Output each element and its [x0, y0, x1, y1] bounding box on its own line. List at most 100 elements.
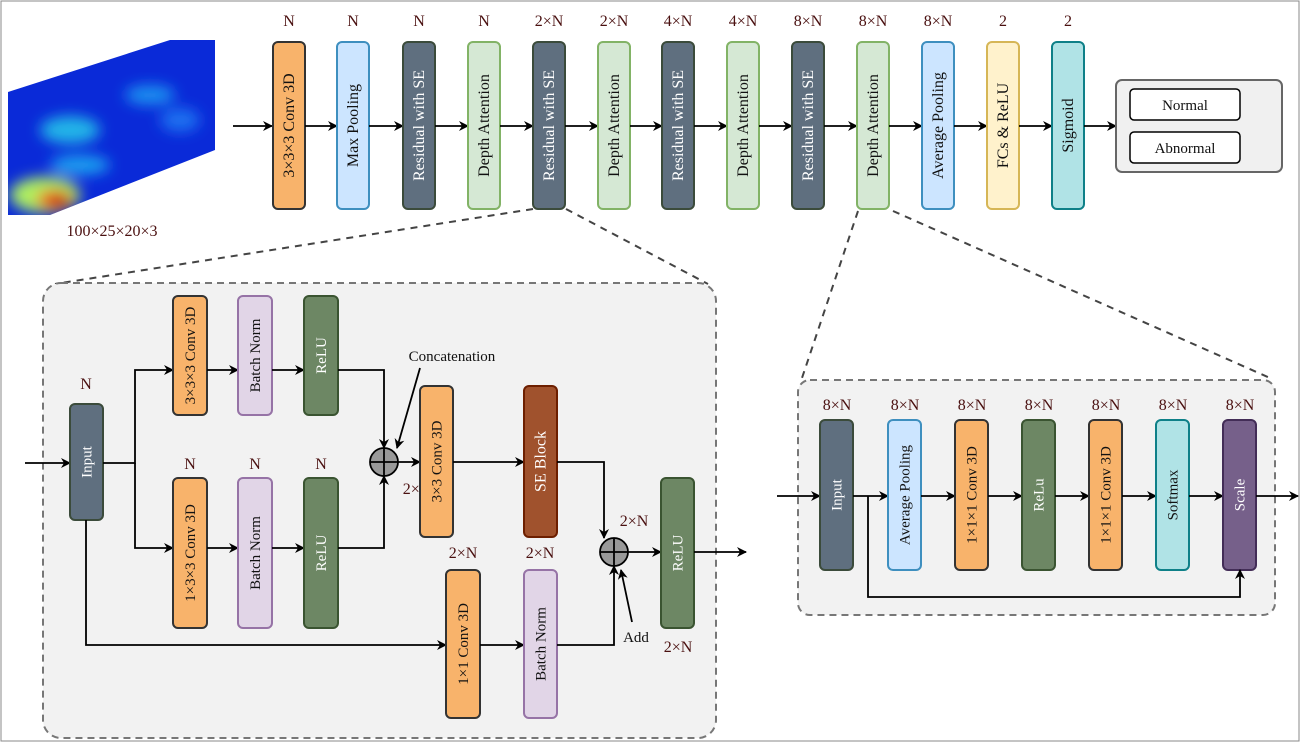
pipeline-block-3-label: Residual with SE [411, 70, 428, 181]
pipeline-dim-9: 8×N [794, 13, 823, 30]
arrow [134, 463, 174, 553]
output-abnormal [1129, 131, 1241, 164]
add-dim: 2×N [620, 513, 649, 530]
pipeline-dim-5: 2×N [535, 13, 564, 30]
pipeline-block-7-label: Residual with SE [670, 70, 687, 181]
pipeline-dim-10: 8×N [859, 13, 888, 30]
output-abnormal-label: Abnormal [1155, 141, 1216, 157]
res-bottom-dim-1: N [184, 456, 196, 473]
res-bottom-dim-3: N [315, 456, 327, 473]
pipeline-dim-2: N [347, 13, 359, 30]
pipeline-block-10-label: Depth Attention [865, 74, 882, 177]
pipeline-dim-8: 4×N [729, 13, 758, 30]
pipeline-block-6-label: Depth Attention [606, 74, 623, 177]
concat-circle-plus-icon [370, 448, 398, 476]
res-top-3-label: ReLU [314, 337, 330, 374]
concat-label: Concatenation [409, 349, 496, 365]
att-block-7-label: Scale [1233, 478, 1249, 511]
res-bottom-1-label: 1×3×3 Conv 3D [183, 504, 199, 602]
residual-with-se-block: Input N 3×3×3 Conv 3D Batch Norm ReLU 1×3×3 C… [25, 295, 747, 719]
pipeline-dim-7: 4×N [664, 13, 693, 30]
res-output-relu [660, 477, 695, 629]
res-top-1 [172, 295, 208, 416]
concat-pointer [394, 367, 421, 449]
res-top-1-label: 3×3×3 Conv 3D [183, 306, 199, 404]
att-block-2 [887, 419, 922, 571]
res-bottom-3 [303, 477, 339, 629]
att-dim-6: 8×N [1159, 397, 1188, 414]
att-block-4 [1021, 419, 1056, 571]
pipeline-dim-13: 2 [1064, 13, 1072, 30]
output-normal [1129, 88, 1241, 121]
add-circle-plus-icon [600, 538, 628, 566]
att-block-6 [1155, 419, 1190, 571]
pipeline-block-5-label: Residual with SE [541, 70, 558, 181]
pipeline-dim-3: N [413, 13, 425, 30]
res-top-2-label: Batch Norm [248, 318, 264, 392]
att-block-2-label: Average Pooling [898, 444, 914, 545]
res-bottom-2-label: Batch Norm [248, 516, 264, 590]
att-block-4-label: ReLu [1032, 478, 1048, 512]
res-output-dim: 2×N [664, 639, 693, 656]
res-top-3 [303, 295, 339, 416]
att-block-1-label: Input [830, 478, 846, 510]
res-output-relu-label: ReLU [671, 535, 687, 572]
arrow [103, 365, 174, 464]
arrow [85, 520, 447, 650]
att-dim-2: 8×N [891, 397, 920, 414]
pipeline-dim-1: N [283, 13, 295, 30]
res-bottom-2 [237, 477, 273, 629]
res-bottom-3-label: ReLU [314, 535, 330, 572]
se-block-label: SE Block [533, 431, 550, 492]
add-pointer [617, 569, 633, 623]
add-label: Add [623, 630, 649, 646]
att-block-5-label: 1×1×1 Conv 3D [1099, 446, 1115, 544]
pipeline-block-11-label: Average Pooling [930, 72, 947, 179]
att-dim-3: 8×N [958, 397, 987, 414]
pipeline-block-13-label: Sigmoid [1060, 98, 1077, 152]
pipeline-block-12-label: FCs & ReLU [995, 82, 1012, 168]
output-normal-label: Normal [1162, 98, 1208, 114]
res-input-dim: N [80, 376, 92, 393]
att-block-3-label: 1×1×1 Conv 3D [965, 446, 981, 544]
shortcut-bn-dim: 2×N [526, 545, 555, 562]
att-dim-5: 8×N [1092, 397, 1121, 414]
main-pipeline: 3×3×3 Conv 3D N Max Pooling N Residual with … [233, 13, 1117, 210]
res-top-2 [237, 295, 273, 416]
pipeline-dim-11: 8×N [924, 13, 953, 30]
zoom-guides [54, 208, 1271, 379]
res-input-label: Input [80, 445, 96, 477]
att-block-3 [954, 419, 989, 571]
arrow [338, 475, 389, 549]
pipeline-dim-6: 2×N [600, 13, 629, 30]
pipeline-block-9-label: Residual with SE [800, 70, 817, 181]
att-block-1 [819, 419, 854, 571]
att-dim-7: 8×N [1226, 397, 1255, 414]
se-to-add [557, 461, 609, 539]
shortcut-batchnorm [523, 569, 558, 719]
att-block-5 [1088, 419, 1123, 571]
depth-attention-block: Input 8×N Average Pooling 8×N 1×1×1 Conv 3D 8… [777, 397, 1299, 598]
output-classes: Normal Abnormal [1115, 79, 1283, 173]
att-dim-4: 8×N [1025, 397, 1054, 414]
pipeline-block-4-label: Depth Attention [476, 74, 493, 177]
residual-block-panel [42, 282, 717, 739]
res-bottom-dim-2: N [249, 456, 261, 473]
arrow [557, 565, 619, 646]
shortcut-conv-dim: 2×N [449, 545, 478, 562]
pipeline-block-8-label: Depth Attention [735, 74, 752, 177]
att-dim-1: 8×N [823, 397, 852, 414]
att-skip-arrow [867, 496, 1245, 598]
arrow [338, 369, 389, 449]
pipeline-block-1-label: 3×3×3 Conv 3D [281, 73, 298, 177]
att-block-6-label: Softmax [1166, 469, 1182, 520]
res-bottom-1 [172, 477, 208, 629]
shortcut-conv-label: 1×1 Conv 3D [456, 603, 472, 685]
shortcut-conv [445, 569, 481, 719]
pipeline-block-2-label: Max Pooling [345, 84, 362, 167]
pipeline-dim-4: N [478, 13, 490, 30]
pipeline-dim-12: 2 [999, 13, 1007, 30]
shortcut-batchnorm-label: Batch Norm [534, 607, 550, 681]
